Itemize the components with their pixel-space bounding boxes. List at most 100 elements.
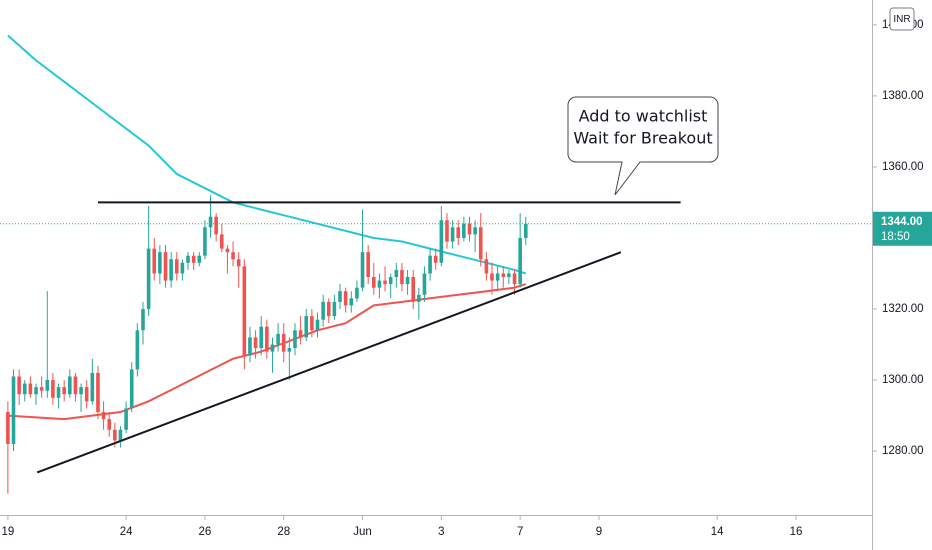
candle-body: [304, 316, 309, 338]
candle-body: [6, 412, 10, 444]
candle-body: [84, 387, 89, 402]
candle-body: [281, 333, 286, 352]
moving-average: [7, 34, 527, 275]
candle-body: [124, 408, 128, 430]
x-tick-label: 16: [790, 526, 803, 538]
candle-body: [265, 326, 269, 352]
candle-body: [405, 277, 410, 285]
candle-body: [473, 227, 477, 235]
candle-body: [490, 273, 494, 281]
candle-body: [242, 266, 247, 356]
candle-body: [203, 227, 207, 256]
x-tick-label: 9: [596, 526, 602, 538]
callout-box: [567, 96, 719, 196]
candle-body: [428, 255, 432, 274]
callout: Add to watchlist Wait for Breakout: [567, 96, 719, 196]
candle-body: [248, 337, 252, 356]
candle-body: [79, 387, 83, 395]
candle-body: [163, 252, 168, 281]
countdown-label: 18:50: [881, 231, 910, 243]
candle-body: [118, 429, 123, 441]
candle-body: [34, 387, 38, 395]
y-tick-label: 1360.00: [882, 161, 924, 173]
candle-body: [129, 369, 134, 409]
candle-body: [371, 277, 376, 288]
y-tick-label: 1380.00: [882, 90, 924, 102]
candle-body: [298, 330, 303, 338]
candle-body: [377, 280, 382, 288]
candle-body: [422, 273, 427, 295]
candle-body: [39, 387, 44, 391]
candle-body: [259, 326, 264, 349]
candle-body: [231, 252, 235, 260]
currency-label: INR: [893, 14, 910, 25]
candle-body: [28, 383, 33, 395]
plot-area: [6, 34, 681, 494]
candle-body: [523, 223, 528, 238]
candle-body: [174, 259, 179, 274]
x-tick-label: 24: [120, 526, 133, 538]
candle-body: [326, 301, 331, 317]
candle-body: [456, 227, 461, 238]
candle-body: [315, 319, 320, 331]
candle-body: [388, 277, 393, 285]
x-tick-label: 19: [1, 526, 14, 538]
y-tick-label: 1280.00: [882, 445, 924, 457]
candle-body: [62, 387, 66, 395]
candle-body: [56, 387, 61, 398]
candle-body: [450, 227, 455, 242]
candle-body: [208, 216, 213, 228]
candle-body: [186, 255, 190, 263]
candle-body: [445, 220, 449, 242]
candle-body: [158, 252, 162, 274]
candle-body: [45, 380, 50, 391]
x-tick-label: 3: [438, 526, 444, 538]
candle-body: [394, 269, 399, 278]
trend-line: [36, 251, 622, 474]
candle-body: [411, 277, 416, 302]
candle-body: [349, 298, 354, 306]
candle-body: [338, 291, 342, 302]
y-tick-label: 1320.00: [882, 303, 924, 315]
candle-body: [439, 220, 444, 263]
x-tick-label: 14: [711, 526, 724, 538]
candle-body: [360, 252, 365, 288]
x-tick-label: Jun: [353, 526, 372, 538]
candle-body: [518, 237, 522, 285]
candle-body: [51, 380, 55, 398]
candle-body: [276, 333, 280, 345]
candle-body: [270, 344, 275, 352]
candle-body: [287, 348, 292, 352]
candle-body: [22, 383, 27, 395]
candle-body: [321, 301, 325, 320]
candle-body: [180, 262, 185, 274]
candle-body: [11, 376, 16, 444]
candle-body: [366, 252, 370, 278]
candle-body: [332, 301, 337, 317]
candle-body: [310, 316, 314, 331]
candle-body: [96, 372, 100, 412]
candle-body: [169, 259, 173, 281]
last-price-label: 1344.00: [881, 216, 923, 228]
candle-body: [253, 337, 258, 349]
candle-body: [433, 255, 438, 263]
candle-body: [501, 273, 506, 278]
y-tick-label: 1300.00: [882, 374, 924, 386]
candle-body: [236, 259, 241, 267]
candle-body: [191, 255, 196, 263]
x-tick-label: 28: [277, 526, 290, 538]
callout-line: Add to watchlist: [579, 107, 708, 126]
candle-body: [17, 376, 21, 395]
candle-body: [214, 216, 218, 235]
candle-body: [478, 227, 483, 260]
candle-body: [141, 309, 145, 331]
candle-body: [293, 330, 297, 349]
candle-body: [462, 223, 466, 238]
candle-body: [101, 412, 106, 420]
callout-line: Wait for Breakout: [573, 129, 712, 148]
candle-body: [467, 223, 472, 235]
candle-body: [113, 429, 117, 441]
x-tick-label: 7: [517, 526, 523, 538]
